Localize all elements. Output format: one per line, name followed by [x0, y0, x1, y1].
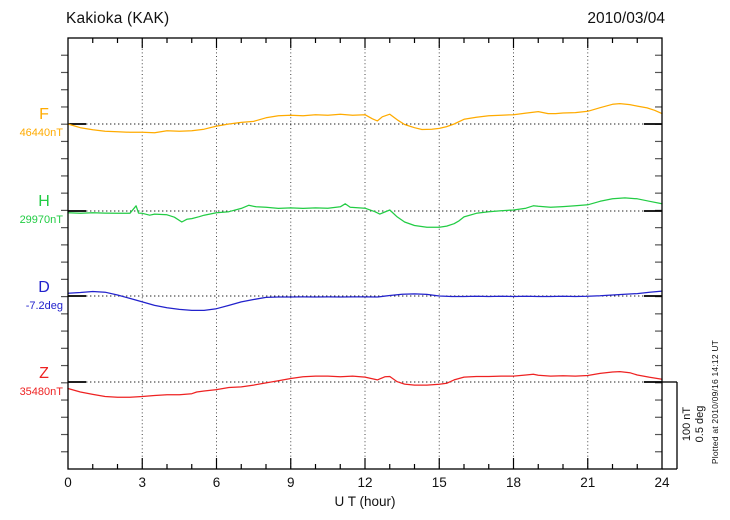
x-tick-label-24: 24 — [654, 475, 670, 490]
plot-frame — [67, 37, 663, 470]
scale-bar-label: 100 nT 0.5 deg — [681, 390, 707, 458]
x-tick-label-15: 15 — [431, 475, 447, 490]
trace-D — [67, 290, 663, 312]
x-tick-label-21: 21 — [580, 475, 596, 490]
scale-bar-deg-label: 0.5 deg — [694, 405, 706, 443]
x-tick-label-0: 0 — [64, 475, 72, 490]
x-tick-label-12: 12 — [357, 475, 373, 490]
trace-Z — [67, 370, 663, 398]
x-tick-label-6: 6 — [212, 475, 221, 490]
x-tick-label-3: 3 — [138, 475, 146, 490]
series-baseline-Z: 35480nT — [19, 386, 63, 398]
x-tick-label-18: 18 — [505, 475, 522, 490]
trace-H — [67, 197, 663, 228]
plotted-at-note: Plotted at 2010/09/16 14:12 UT — [710, 339, 720, 465]
trace-F — [67, 102, 663, 134]
series-baseline-H: 29970nT — [19, 214, 63, 226]
series-baseline-F: 46440nT — [19, 127, 63, 139]
x-axis-title: U T (hour) — [334, 494, 396, 509]
station-title: Kakioka (KAK) — [66, 10, 170, 27]
observation-date: 2010/03/04 — [587, 10, 665, 27]
series-letter-F: F — [39, 106, 49, 123]
x-tick-label-9: 9 — [286, 475, 295, 490]
series-letter-Z: Z — [39, 365, 49, 382]
series-letter-H: H — [38, 193, 50, 210]
series-letter-D: D — [38, 279, 50, 296]
series-baseline-D: -7.2deg — [25, 300, 63, 312]
scale-bar-nt-label: 100 nT — [681, 406, 693, 442]
